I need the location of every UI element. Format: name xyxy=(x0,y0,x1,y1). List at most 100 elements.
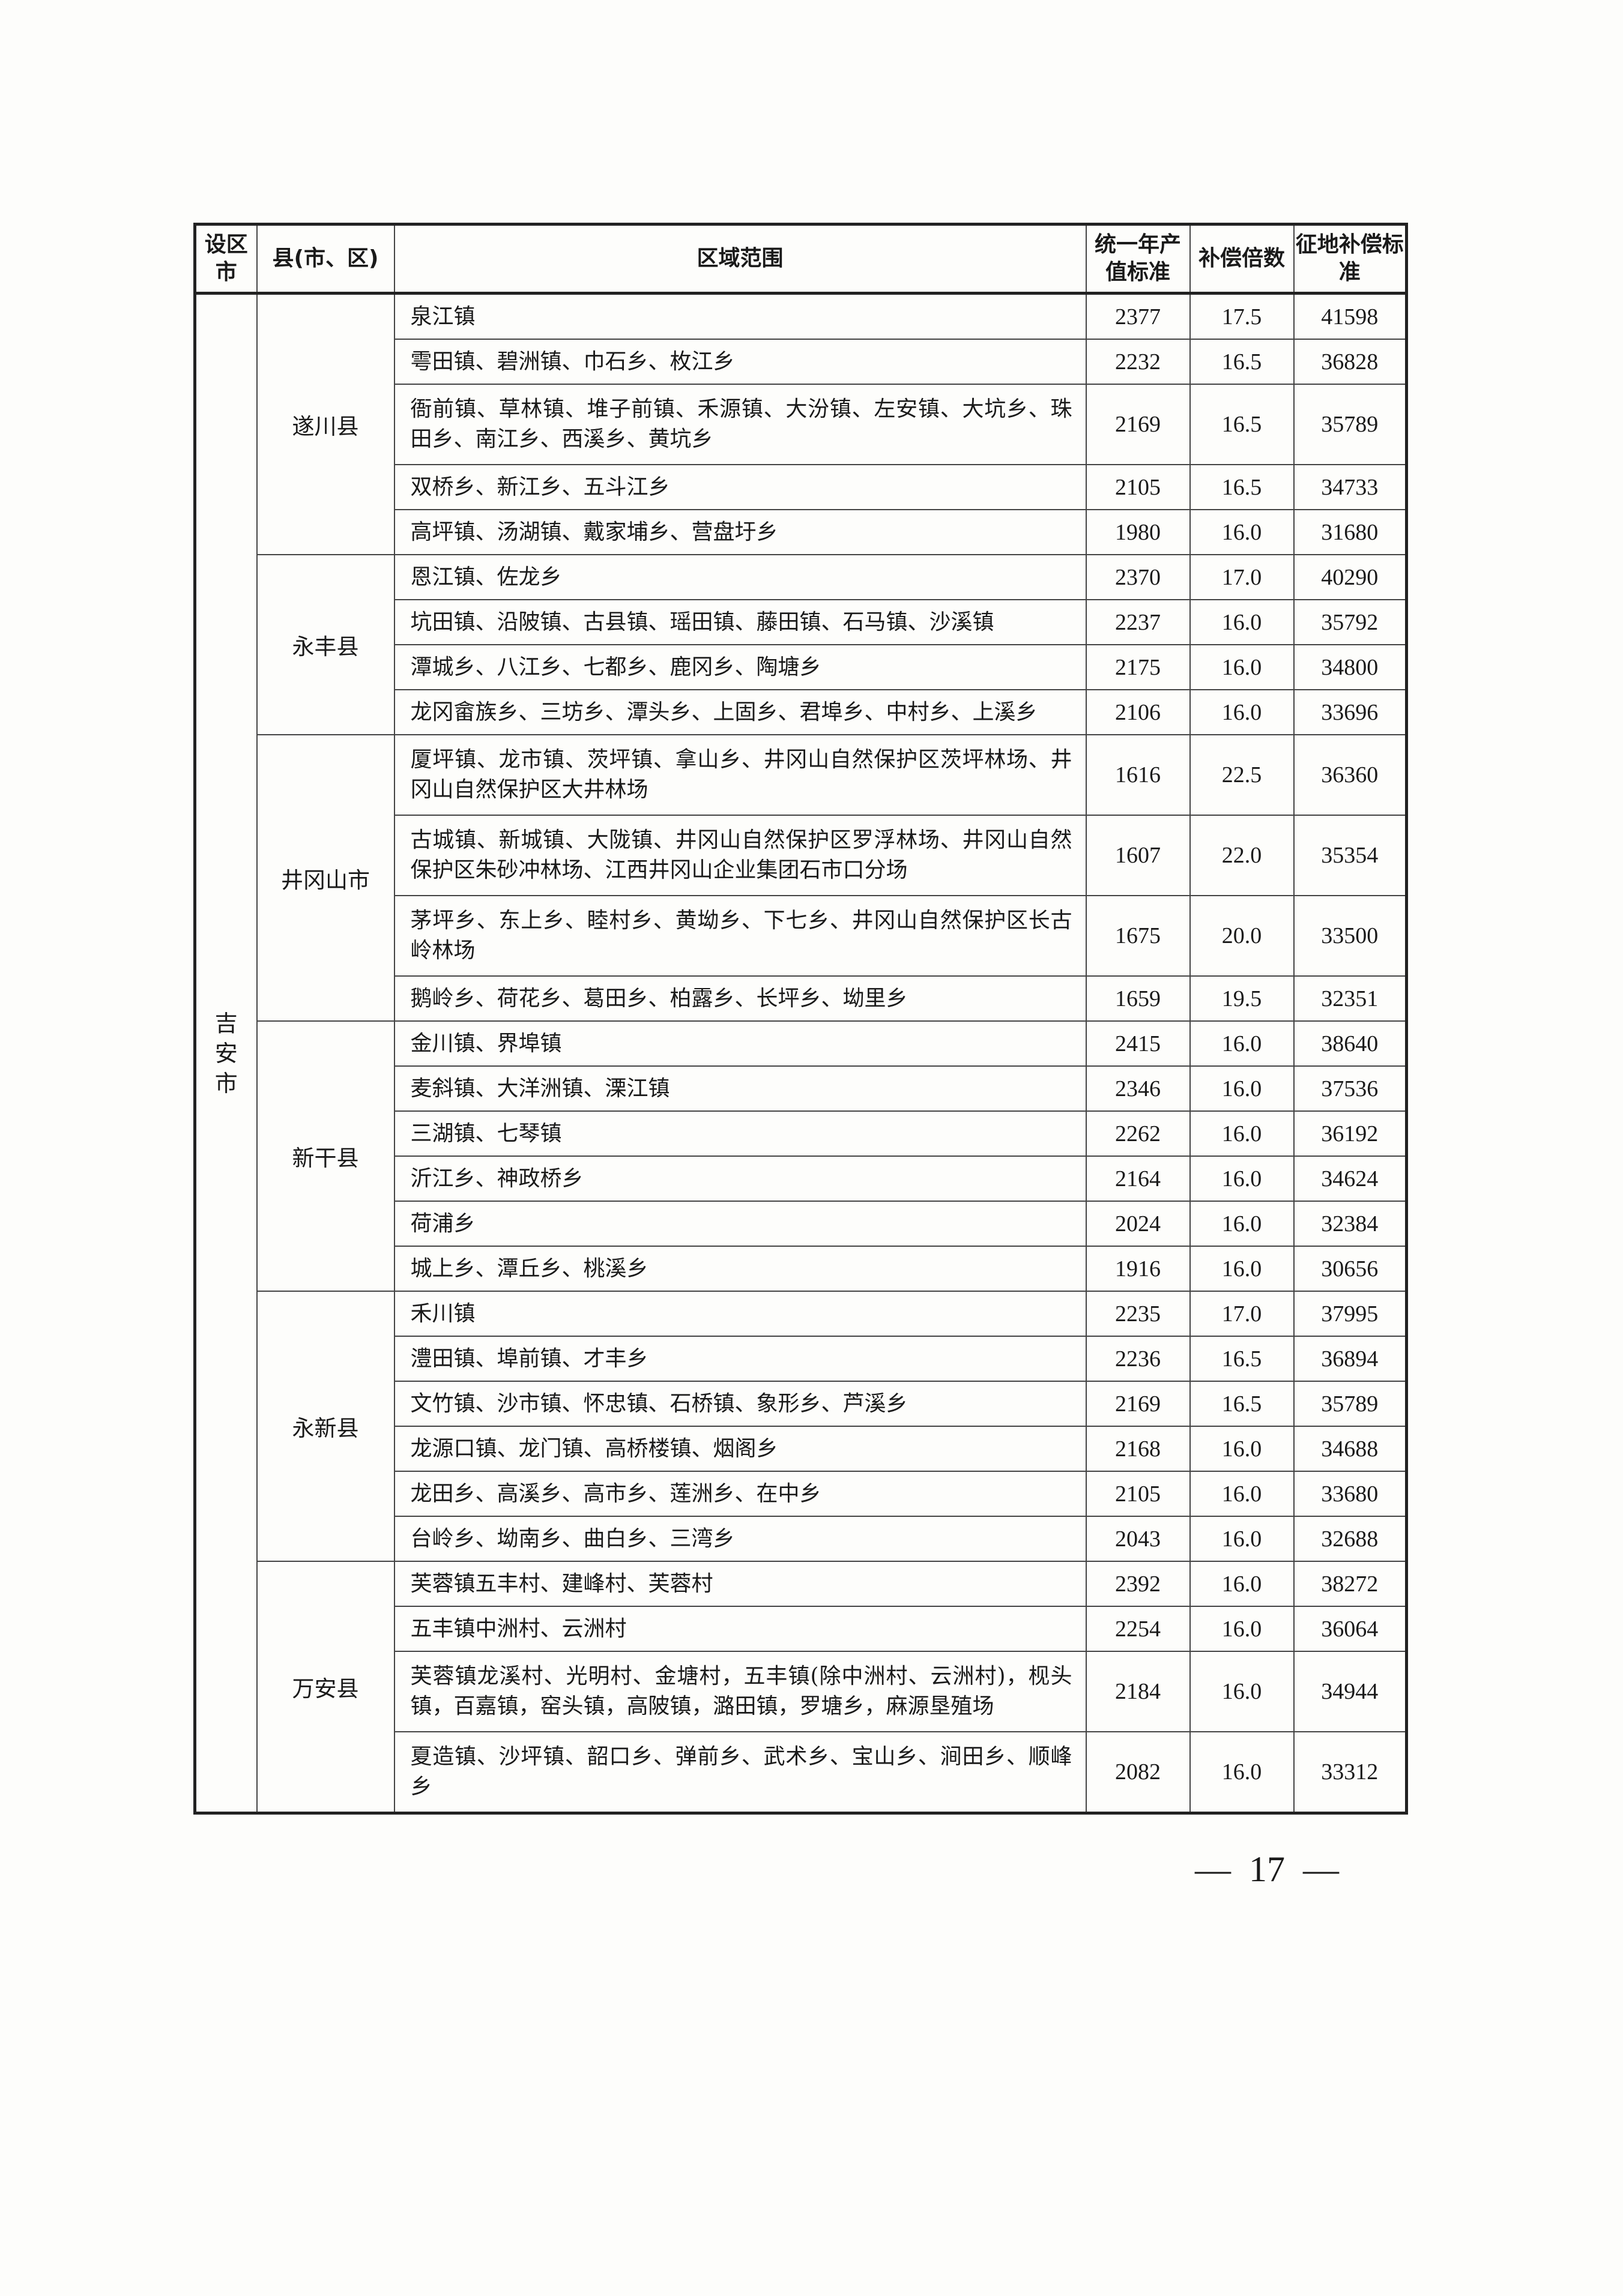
multiplier-cell: 16.5 xyxy=(1189,1336,1295,1382)
area-cell: 荷浦乡 xyxy=(393,1201,1087,1247)
multiplier-cell: 20.0 xyxy=(1189,895,1295,977)
table-row: 芙蓉镇龙溪村、光明村、金塘村，五丰镇(除中洲村、云洲村)，枧头镇，百嘉镇，窑头镇… xyxy=(195,1651,1407,1732)
table-row: 衙前镇、草林镇、堆子前镇、禾源镇、大汾镇、左安镇、大坑乡、珠田乡、南江乡、西溪乡… xyxy=(195,384,1407,465)
county-cell: 永丰县 xyxy=(256,554,395,735)
multiplier-cell: 16.0 xyxy=(1189,1731,1295,1814)
annual-output-value-cell: 2262 xyxy=(1085,1110,1191,1157)
multiplier-cell: 22.0 xyxy=(1189,815,1295,896)
table-row: 井冈山市 厦坪镇、龙市镇、茨坪镇、拿山乡、井冈山自然保护区茨坪林场、井冈山自然保护… xyxy=(195,734,1407,1022)
multiplier-cell: 16.0 xyxy=(1189,1065,1295,1112)
annual-output-value-cell: 2415 xyxy=(1085,1020,1191,1067)
area-cell: 金川镇、界埠镇 xyxy=(393,1020,1087,1067)
table-row: 古城镇、新城镇、大陇镇、井冈山自然保护区罗浮林场、井冈山自然保护区朱砂冲林场、江… xyxy=(195,815,1407,896)
compensation-standard-cell: 34688 xyxy=(1293,1426,1407,1472)
multiplier-cell: 16.0 xyxy=(1189,1606,1295,1652)
multiplier-cell: 16.0 xyxy=(1189,1516,1295,1562)
area-cell: 芙蓉镇龙溪村、光明村、金塘村，五丰镇(除中洲村、云洲村)，枧头镇，百嘉镇，窑头镇… xyxy=(393,1651,1087,1732)
multiplier-cell: 16.0 xyxy=(1189,1246,1295,1292)
table-row: 吉安市 遂川县 泉江镇 2377 17.5 41598 xyxy=(194,292,1407,1814)
compensation-standard-cell: 34624 xyxy=(1293,1156,1407,1202)
annual-output-value-cell: 1659 xyxy=(1085,975,1191,1022)
annual-output-value-cell: 2392 xyxy=(1085,1561,1191,1607)
annual-output-value-cell: 2105 xyxy=(1085,464,1191,510)
annual-output-value-cell: 2377 xyxy=(1085,292,1191,340)
area-cell: 厦坪镇、龙市镇、茨坪镇、拿山乡、井冈山自然保护区茨坪林场、井冈山自然保护区大井林… xyxy=(393,734,1087,816)
header-area: 区域范围 xyxy=(393,223,1087,294)
table-row: 永丰县 恩江镇、佐龙乡 2370 17.0 40290 xyxy=(195,554,1407,735)
multiplier-cell: 16.0 xyxy=(1189,1651,1295,1732)
table-row: 双桥乡、新江乡、五斗江乡 2105 16.5 34733 xyxy=(195,464,1407,510)
compensation-standard-cell: 35789 xyxy=(1293,1381,1407,1427)
county-cell: 井冈山市 xyxy=(256,734,395,1022)
compensation-standard-cell: 33312 xyxy=(1293,1731,1407,1814)
table-row: 文竹镇、沙市镇、怀忠镇、石桥镇、象形乡、芦溪乡 2169 16.5 35789 xyxy=(195,1381,1407,1427)
compensation-standard-cell: 38640 xyxy=(1293,1020,1407,1067)
area-cell: 芙蓉镇五丰村、建峰村、芙蓉村 xyxy=(393,1561,1087,1607)
compensation-standard-cell: 37536 xyxy=(1293,1065,1407,1112)
multiplier-cell: 16.0 xyxy=(1189,1110,1295,1157)
multiplier-cell: 16.5 xyxy=(1189,1381,1295,1427)
annual-output-value-cell: 2237 xyxy=(1085,599,1191,645)
compensation-standard-cell: 36192 xyxy=(1293,1110,1407,1157)
table-row: 夏造镇、沙坪镇、韶口乡、弹前乡、武术乡、宝山乡、涧田乡、顺峰乡 2082 16.0 3… xyxy=(195,1731,1407,1814)
annual-output-value-cell: 2236 xyxy=(1085,1336,1191,1382)
area-cell: 禾川镇 xyxy=(393,1291,1087,1337)
page-number: — 17 — xyxy=(1195,1849,1339,1889)
compensation-standard-cell: 33680 xyxy=(1293,1471,1407,1517)
annual-output-value-cell: 2106 xyxy=(1085,689,1191,735)
table-row: 高坪镇、汤湖镇、戴家埔乡、营盘圩乡 1980 16.0 31680 xyxy=(195,509,1407,555)
table-body: 吉安市 遂川县 泉江镇 2377 17.5 41598 雩田镇、碧洲镇、巾石乡、枚江乡 223… xyxy=(194,292,1407,1814)
compensation-standard-cell: 32384 xyxy=(1293,1201,1407,1247)
area-cell: 雩田镇、碧洲镇、巾石乡、枚江乡 xyxy=(393,339,1087,385)
multiplier-cell: 17.0 xyxy=(1189,1291,1295,1337)
table-row: 龙源口镇、龙门镇、高桥楼镇、烟阁乡 2168 16.0 34688 xyxy=(195,1426,1407,1472)
area-cell: 衙前镇、草林镇、堆子前镇、禾源镇、大汾镇、左安镇、大坑乡、珠田乡、南江乡、西溪乡… xyxy=(393,384,1087,465)
multiplier-cell: 16.5 xyxy=(1189,464,1295,510)
multiplier-cell: 16.0 xyxy=(1189,509,1295,555)
multiplier-cell: 16.0 xyxy=(1189,1020,1295,1067)
annual-output-value-cell: 2232 xyxy=(1085,339,1191,385)
compensation-standard-cell: 32688 xyxy=(1293,1516,1407,1562)
multiplier-cell: 16.5 xyxy=(1189,384,1295,465)
compensation-standard-cell: 36828 xyxy=(1293,339,1407,385)
annual-output-value-cell: 2082 xyxy=(1085,1731,1191,1814)
compensation-standard-cell: 33696 xyxy=(1293,689,1407,735)
area-cell: 坑田镇、沿陂镇、古县镇、瑶田镇、藤田镇、石马镇、沙溪镇 xyxy=(393,599,1087,645)
multiplier-cell: 17.5 xyxy=(1189,292,1295,340)
multiplier-cell: 16.0 xyxy=(1189,689,1295,735)
area-cell: 麦斜镇、大洋洲镇、溧江镇 xyxy=(393,1065,1087,1112)
multiplier-cell: 16.5 xyxy=(1189,339,1295,385)
area-cell: 夏造镇、沙坪镇、韶口乡、弹前乡、武术乡、宝山乡、涧田乡、顺峰乡 xyxy=(393,1731,1087,1814)
annual-output-value-cell: 2168 xyxy=(1085,1426,1191,1472)
area-cell: 澧田镇、埠前镇、才丰乡 xyxy=(393,1336,1087,1382)
table-row: 雩田镇、碧洲镇、巾石乡、枚江乡 2232 16.5 36828 xyxy=(195,339,1407,385)
area-cell: 城上乡、潭丘乡、桃溪乡 xyxy=(393,1246,1087,1292)
compensation-standard-cell: 36064 xyxy=(1293,1606,1407,1652)
multiplier-cell: 16.0 xyxy=(1189,1156,1295,1202)
multiplier-cell: 19.5 xyxy=(1189,975,1295,1022)
compensation-standard-cell: 35789 xyxy=(1293,384,1407,465)
annual-output-value-cell: 2346 xyxy=(1085,1065,1191,1112)
area-cell: 茅坪乡、东上乡、睦村乡、黄坳乡、下七乡、井冈山自然保护区长古岭林场 xyxy=(393,895,1087,977)
compensation-standard-cell: 31680 xyxy=(1293,509,1407,555)
compensation-standard-cell: 30656 xyxy=(1293,1246,1407,1292)
table-row: 城上乡、潭丘乡、桃溪乡 1916 16.0 30656 xyxy=(195,1246,1407,1292)
area-cell: 三湖镇、七琴镇 xyxy=(393,1110,1087,1157)
table-row: 台岭乡、坳南乡、曲白乡、三湾乡 2043 16.0 32688 xyxy=(195,1516,1407,1562)
city-name: 吉安市 xyxy=(214,1010,238,1097)
compensation-standard-cell: 34733 xyxy=(1293,464,1407,510)
table-row: 龙田乡、高溪乡、高市乡、莲洲乡、在中乡 2105 16.0 33680 xyxy=(195,1471,1407,1517)
compensation-standard-cell: 35792 xyxy=(1293,599,1407,645)
area-cell: 泉江镇 xyxy=(393,292,1087,340)
area-cell: 潭城乡、八江乡、七都乡、鹿冈乡、陶塘乡 xyxy=(393,644,1087,690)
table-row: 荷浦乡 2024 16.0 32384 xyxy=(195,1201,1407,1247)
area-cell: 恩江镇、佐龙乡 xyxy=(393,554,1087,600)
area-cell: 沂江乡、神政桥乡 xyxy=(393,1156,1087,1202)
compensation-standard-cell: 32351 xyxy=(1293,975,1407,1022)
annual-output-value-cell: 2235 xyxy=(1085,1291,1191,1337)
header-county: 县(市、区) xyxy=(256,223,395,294)
area-cell: 鹅岭乡、荷花乡、葛田乡、柏露乡、长坪乡、坳里乡 xyxy=(393,975,1087,1022)
table-row: 茅坪乡、东上乡、睦村乡、黄坳乡、下七乡、井冈山自然保护区长古岭林场 1675 20.… xyxy=(195,895,1407,977)
table-row: 三湖镇、七琴镇 2262 16.0 36192 xyxy=(195,1110,1407,1157)
table-row: 澧田镇、埠前镇、才丰乡 2236 16.5 36894 xyxy=(195,1336,1407,1382)
